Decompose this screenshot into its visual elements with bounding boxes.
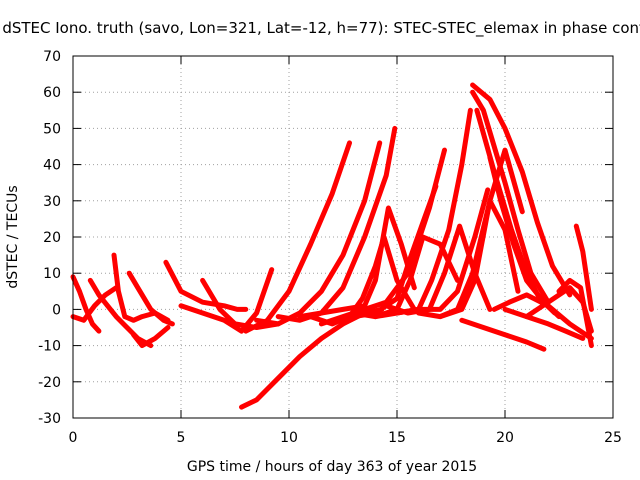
satellite-pass-8 (178, 267, 275, 334)
y-tick-label: 30 (43, 194, 61, 210)
y-tick-label: 70 (43, 49, 61, 65)
axis-ticks: 0 5 10 15 20 25 -30 -20 -10 0 10 20 30 40 50 60 70 (38, 49, 622, 446)
y-tick-label: 50 (43, 121, 61, 137)
x-tick-label: 0 (69, 430, 78, 446)
y-tick-label: 10 (43, 266, 61, 282)
y-tick-label: 40 (43, 158, 61, 174)
y-tick-label: -20 (38, 375, 61, 391)
satellite-pass-12 (254, 140, 383, 327)
y-axis-label: dSTEC / TECUs (5, 185, 21, 288)
satellite-pass-2 (70, 285, 119, 323)
satellite-pass-23 (437, 147, 525, 320)
chart-title: dSTEC Iono. truth (savo, Lon=321, Lat=-1… (2, 19, 640, 38)
x-tick-label: 25 (604, 430, 622, 446)
y-tick-label: 20 (43, 230, 61, 246)
satellite-pass-14 (297, 205, 417, 320)
satellite-pass-32 (573, 223, 594, 312)
satellite-pass-1 (70, 274, 102, 334)
satellite-pass-7 (163, 259, 249, 312)
satellite-pass-13 (275, 125, 398, 323)
satellite-pass-15 (308, 234, 417, 327)
data-series (70, 82, 594, 410)
satellite-pass-17 (329, 183, 439, 323)
satellite-pass-24 (470, 89, 551, 305)
satellite-pass-4 (111, 252, 171, 323)
satellite-pass-33 (556, 277, 594, 349)
satellite-pass-25 (470, 82, 573, 298)
satellite-pass-29 (491, 292, 594, 341)
x-tick-label: 15 (388, 430, 406, 446)
x-tick-label: 20 (496, 430, 514, 446)
x-tick-label: 10 (280, 430, 298, 446)
y-tick-label: -10 (38, 339, 61, 355)
satellite-pass-6 (131, 325, 171, 349)
satellite-pass-28 (459, 317, 547, 352)
grid-lines (73, 56, 613, 418)
x-tick-label: 5 (177, 430, 186, 446)
y-tick-label: 0 (52, 302, 61, 318)
satellite-pass-30 (502, 306, 586, 341)
x-axis-label: GPS time / hours of day 363 of year 2015 (187, 459, 477, 475)
y-tick-label: 60 (43, 85, 61, 101)
satellite-pass-5 (126, 270, 175, 327)
satellite-pass-9 (200, 277, 281, 330)
y-tick-label: -30 (38, 411, 61, 427)
